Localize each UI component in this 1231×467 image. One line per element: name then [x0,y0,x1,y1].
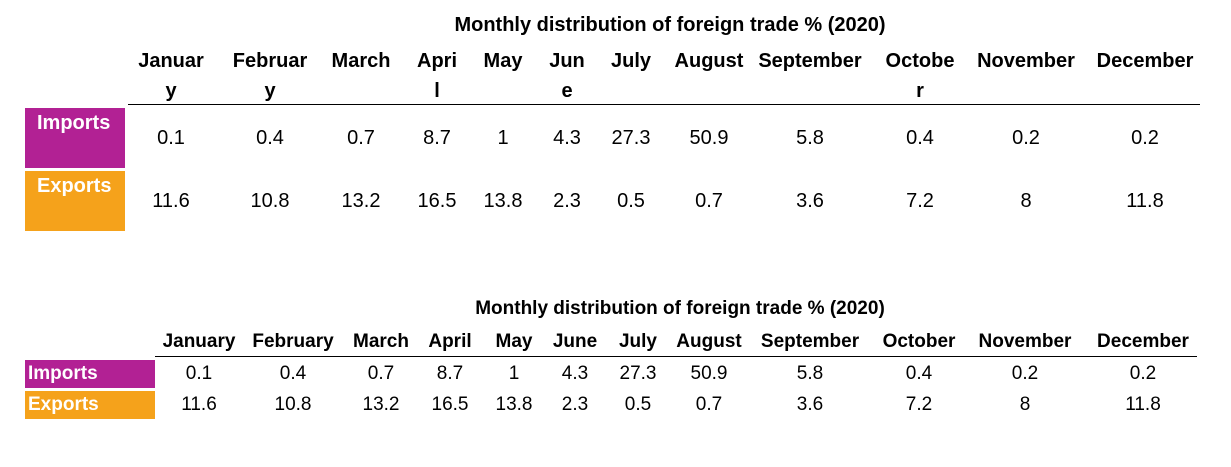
row-label-exports: Exports [25,391,155,419]
data-cell: 0.1 [157,127,185,149]
data-cell: 8.7 [436,363,464,384]
column-header-march: March [331,50,391,72]
column-header-august: August [674,50,744,72]
column-header-september: September [760,331,860,352]
data-cell: 13.2 [362,394,400,415]
data-cell: 0.4 [256,127,284,149]
data-cell: 16.5 [417,190,457,212]
data-cell: 11.8 [1125,394,1161,415]
column-header-april: April [428,331,472,352]
column-header-april: April [417,50,457,102]
data-cell: 10.8 [250,190,290,212]
column-header-january: January [162,331,236,352]
column-header-february: February [252,331,334,352]
data-cell: 4.3 [561,363,589,384]
column-header-may: May [483,50,523,72]
data-cell: 8 [1020,190,1032,212]
column-header-october: October [882,331,956,352]
data-cell: 0.7 [695,394,723,415]
data-cell: 50.9 [689,127,729,149]
column-header-july: July [618,331,658,352]
data-cell: 0.5 [617,190,645,212]
data-cell: 2.3 [553,190,581,212]
trade-table-wrapped: Monthly distribution of foreign trade % … [25,14,1200,231]
data-cell: 0.2 [1129,363,1157,384]
data-cell: 11.6 [181,394,217,415]
data-cell: 0.1 [185,363,213,384]
header-rule [128,104,1200,105]
data-cell: 0.2 [1131,127,1159,149]
column-header-may: May [495,331,533,352]
data-cell: 27.3 [611,127,651,149]
data-cell: 50.9 [690,363,728,384]
data-cell: 2.3 [561,394,589,415]
data-cell: 0.2 [1012,127,1040,149]
table-title: Monthly distribution of foreign trade % … [475,298,885,319]
column-header-november: November [977,50,1075,72]
data-cell: 13.2 [341,190,381,212]
data-cell: 1 [508,363,520,384]
data-cell: 8.7 [423,127,451,149]
column-header-december: December [1097,331,1189,352]
data-cell: 0.5 [624,394,652,415]
row-label-imports: Imports [25,108,125,168]
data-cell: 0.7 [367,363,395,384]
header-rule [155,356,1197,357]
data-cell: 13.8 [483,190,523,212]
column-header-march: March [353,331,409,352]
column-header-july: July [610,50,652,72]
data-cell: 16.5 [431,394,469,415]
data-cell: 0.4 [905,363,933,384]
row-label-exports: Exports [25,171,125,231]
data-cell: 3.6 [796,190,824,212]
data-cell: 5.8 [796,127,824,149]
data-cell: 0.7 [347,127,375,149]
data-cell: 0.4 [906,127,934,149]
row-label-imports: Imports [25,360,155,388]
column-header-september: September [758,50,862,72]
column-header-june: June [552,331,598,352]
data-cell: 11.6 [152,190,190,212]
table-title: Monthly distribution of foreign trade % … [454,14,886,36]
data-cell: 27.3 [619,363,657,384]
data-cell: 5.8 [796,363,824,384]
column-header-november: November [978,331,1072,352]
data-cell: 0.7 [695,190,723,212]
column-header-august: August [676,331,742,352]
data-cell: 0.2 [1011,363,1039,384]
column-header-october: October [885,50,955,102]
data-cell: 7.2 [906,190,934,212]
data-cell: 0.4 [279,363,307,384]
data-cell: 8 [1019,394,1031,415]
column-header-january: January [138,50,204,102]
data-cell: 10.8 [274,394,312,415]
column-header-february: February [232,50,308,102]
data-cell: 3.6 [796,394,824,415]
data-cell: 13.8 [495,394,533,415]
column-header-december: December [1096,50,1194,72]
data-cell: 4.3 [553,127,581,149]
data-cell: 7.2 [905,394,933,415]
data-cell: 11.8 [1126,190,1164,212]
column-header-june: June [549,50,585,102]
data-cell: 1 [497,127,509,149]
